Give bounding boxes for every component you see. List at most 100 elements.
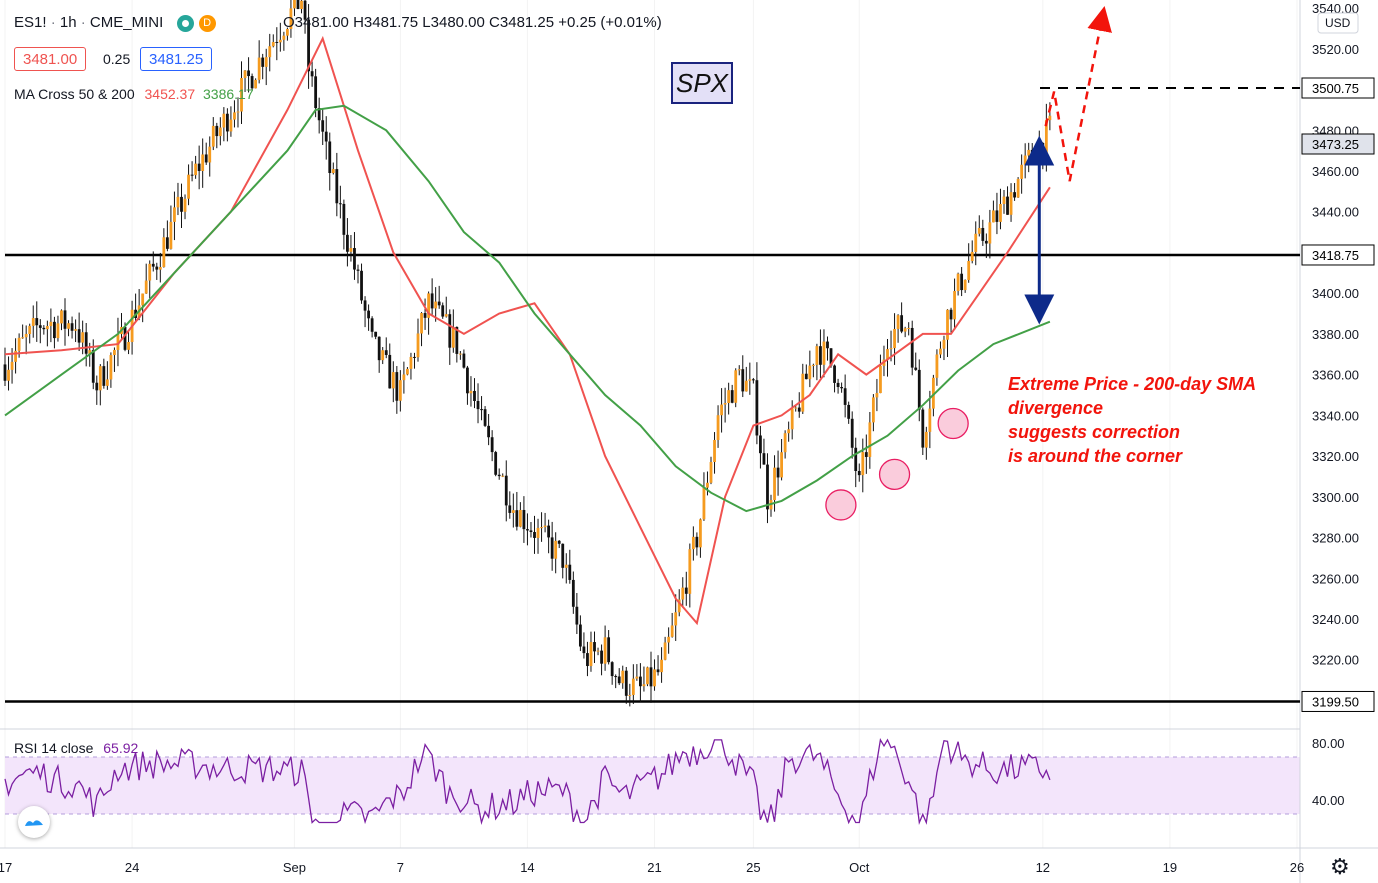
price-tick: 3440.00 — [1312, 205, 1359, 220]
candle-body — [992, 210, 995, 223]
candle-body — [363, 300, 367, 311]
price-tick: 3280.00 — [1312, 531, 1359, 546]
candle-body — [448, 314, 452, 348]
candle-body — [67, 323, 70, 329]
candle-body — [536, 527, 540, 538]
interval[interactable]: 1h — [59, 14, 77, 31]
candle-body — [1013, 192, 1016, 198]
candle-body — [176, 196, 180, 208]
time-tick: 25 — [746, 860, 760, 875]
candle-body — [469, 390, 473, 394]
rsi-value: 65.92 — [103, 740, 139, 756]
note-line: suggests correction — [1008, 422, 1181, 442]
candle-body — [808, 365, 812, 380]
candle-body — [522, 509, 526, 530]
candle-body — [483, 409, 487, 426]
rsi-legend-label: RSI 14 close — [14, 740, 94, 756]
candle-body — [797, 407, 801, 412]
time-tick: Oct — [849, 860, 870, 875]
candle-body — [282, 35, 286, 40]
price-tick: 3460.00 — [1312, 164, 1359, 179]
candle-body — [370, 318, 374, 332]
candle-body — [716, 415, 720, 440]
delayed-badge: D — [198, 14, 216, 32]
candle-body — [388, 354, 392, 389]
symbol[interactable]: ES1! — [14, 14, 47, 31]
candle-body — [984, 240, 988, 244]
candle-body — [215, 125, 219, 137]
candle-body — [317, 108, 321, 121]
touch-circle — [878, 458, 911, 491]
candle-body — [871, 397, 875, 423]
candle-body — [741, 369, 745, 392]
time-tick: 7 — [397, 860, 404, 875]
candle-body — [794, 407, 798, 409]
candle-body — [589, 642, 593, 667]
ohlc-change: +0.25 (+0.01%) — [558, 14, 662, 31]
candle-body — [300, 0, 303, 10]
candle-body — [861, 452, 865, 476]
candle-body — [600, 650, 603, 664]
candle-body — [561, 543, 565, 568]
candle-body — [854, 447, 858, 471]
ma-legend[interactable]: MA Cross 50 & 200 3452.37 3386.17 — [14, 86, 254, 102]
candle-body — [543, 525, 547, 528]
candle-body — [709, 462, 713, 483]
candle-body — [515, 510, 519, 527]
candle-body — [116, 334, 120, 350]
time-tick: 19 — [1163, 860, 1177, 875]
candle-body — [141, 293, 145, 306]
candle-body — [275, 41, 279, 43]
candle-body — [850, 418, 854, 448]
candle-body — [540, 527, 543, 529]
candle-body — [494, 452, 498, 475]
candle-body — [102, 366, 106, 386]
candle-body — [751, 379, 755, 381]
candle-body — [328, 141, 332, 174]
candle-body — [158, 267, 162, 270]
sell-price-button[interactable]: 3481.00 — [14, 47, 87, 71]
candle-body — [949, 309, 953, 320]
tradingview-logo-icon[interactable] — [18, 806, 50, 838]
candle-body — [610, 662, 614, 677]
candle-body — [706, 482, 709, 488]
candle-body — [197, 163, 201, 172]
candle-body — [194, 163, 198, 176]
candle-body — [451, 326, 455, 348]
candle-body — [1016, 178, 1020, 198]
candle-body — [748, 379, 752, 381]
candle-body — [346, 234, 349, 252]
candle-body — [109, 355, 113, 380]
candle-body — [790, 408, 794, 430]
candle-body — [981, 227, 985, 241]
buy-price-button[interactable]: 3481.25 — [140, 47, 213, 71]
candle-body — [324, 131, 328, 142]
symbol-line[interactable]: ES1! · 1h · CME_MINI D — [14, 14, 216, 32]
candle-body — [688, 549, 692, 594]
candle-body — [564, 564, 568, 568]
candle-body — [1030, 149, 1034, 160]
candle-body — [642, 684, 646, 687]
candle-body — [649, 667, 653, 687]
candle-body — [434, 301, 438, 309]
candle-body — [35, 318, 39, 326]
candle-body — [568, 564, 572, 580]
time-tick: 24 — [125, 860, 139, 875]
candle-body — [10, 361, 14, 370]
candle-body — [367, 310, 370, 319]
candle-body — [695, 536, 699, 548]
rsi-band — [5, 757, 1300, 814]
time-tick: 21 — [647, 860, 661, 875]
rsi-legend[interactable]: RSI 14 close 65.92 — [14, 740, 138, 756]
gear-icon[interactable]: ⚙ — [1330, 854, 1350, 879]
price-tick: 3300.00 — [1312, 490, 1359, 505]
candle-body — [607, 637, 611, 663]
candle-body — [307, 19, 310, 72]
candle-body — [702, 487, 706, 520]
candle-body — [180, 196, 183, 212]
annotation-arrows — [1024, 5, 1112, 325]
candle-body — [63, 310, 67, 329]
candle-body — [480, 409, 483, 411]
price-level-label: 3500.75 — [1312, 81, 1359, 96]
